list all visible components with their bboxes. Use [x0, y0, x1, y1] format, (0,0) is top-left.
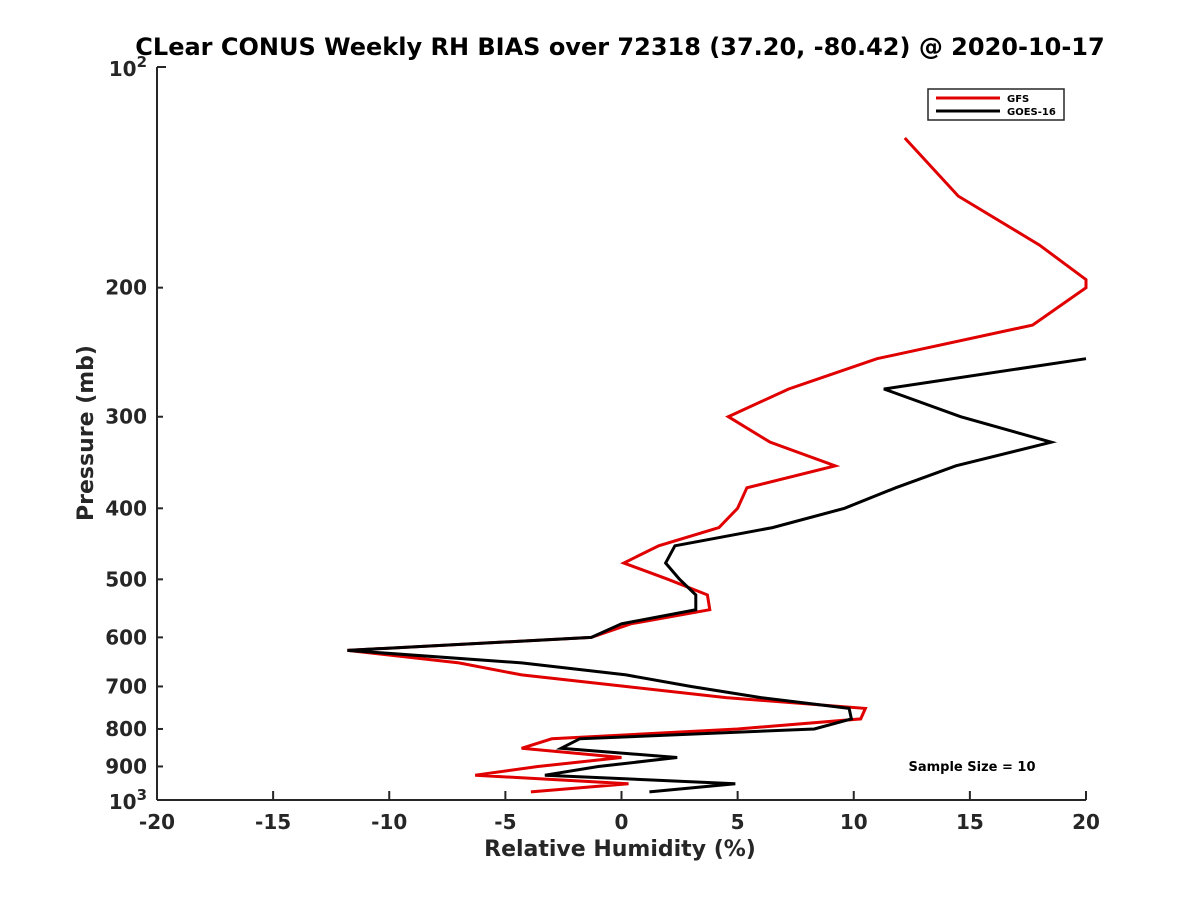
legend: GFS GOES-16 — [927, 88, 1065, 121]
y-tick-label-bottom: 103 — [109, 786, 147, 814]
x-tick-label: 10 — [840, 810, 868, 834]
x-axis-label: Relative Humidity (%) — [484, 837, 756, 862]
axes: -20 -15 -10 -5 0 5 10 15 20 200 300 400 500 600 700 800… — [105, 53, 1100, 834]
legend-label: GFS — [1007, 94, 1029, 105]
y-tick-label: 900 — [105, 754, 147, 778]
chart-title: CLear CONUS Weekly RH BIAS over 72318 (3… — [135, 33, 1104, 61]
series-line-gfs — [347, 136, 1088, 794]
legend-label: GOES-16 — [1007, 107, 1056, 118]
series-line-goes-16 — [347, 357, 1087, 794]
x-tick-label: -15 — [255, 810, 291, 834]
y-tick-label: 600 — [105, 625, 147, 649]
y-tick-label-top: 102 — [109, 53, 147, 81]
y-tick-label: 200 — [105, 276, 147, 300]
sample-size-annotation: Sample Size = 10 — [908, 760, 1035, 775]
x-tick-label: 5 — [731, 810, 745, 834]
legend-box — [927, 88, 1065, 121]
y-tick-label: 700 — [105, 674, 147, 698]
y-tick-label: 800 — [105, 717, 147, 741]
x-tick-label: 0 — [615, 810, 629, 834]
x-tick-label: 20 — [1072, 810, 1100, 834]
x-tick-label: -5 — [494, 810, 516, 834]
x-tick-label: -20 — [139, 810, 175, 834]
x-tick-label: -10 — [371, 810, 407, 834]
y-axis-label: Pressure (mb) — [74, 345, 99, 521]
y-tick-label: 300 — [105, 405, 147, 429]
y-tick-label: 500 — [105, 567, 147, 591]
y-tick-label: 400 — [105, 496, 147, 520]
x-tick-label: 15 — [956, 810, 984, 834]
series-group — [347, 136, 1088, 794]
